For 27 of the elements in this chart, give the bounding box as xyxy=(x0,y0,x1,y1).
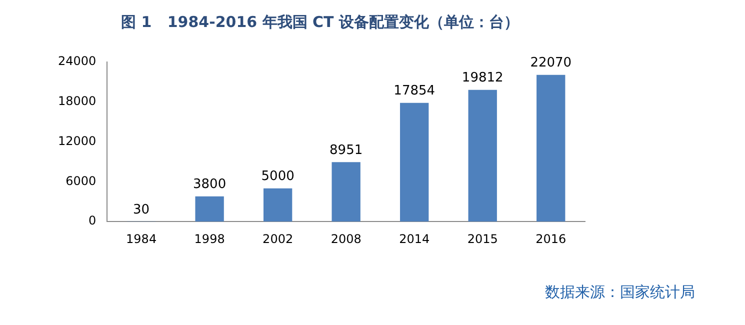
data-label: 30 xyxy=(133,202,150,218)
bar xyxy=(195,196,224,222)
x-tick-label: 2014 xyxy=(399,232,430,246)
x-tick-label: 2002 xyxy=(262,232,294,246)
bar xyxy=(332,162,360,222)
chart-title: 图 1 1984-2016 年我国 CT 设备配置变化（单位：台） xyxy=(121,12,519,31)
data-label: 22070 xyxy=(530,56,572,71)
y-tick-label: 12000 xyxy=(58,134,96,148)
x-tick-label: 2015 xyxy=(467,232,498,246)
y-tick-label: 24000 xyxy=(58,54,96,68)
x-tick-label: 2016 xyxy=(536,232,566,246)
x-tick-label: 1998 xyxy=(194,232,225,246)
x-tick-label: 2008 xyxy=(330,232,362,246)
source-note: 数据来源：国家统计局 xyxy=(545,282,695,301)
bar xyxy=(536,74,566,222)
bar xyxy=(400,102,429,222)
data-label: 17854 xyxy=(394,84,436,99)
y-tick-label: 0 xyxy=(88,214,96,228)
data-label: 8951 xyxy=(330,142,363,158)
data-label: 3800 xyxy=(193,177,226,192)
data-label: 5000 xyxy=(261,169,294,184)
y-tick-label: 18000 xyxy=(58,94,96,108)
bar xyxy=(468,90,497,222)
x-tick-label: 1984 xyxy=(126,232,157,246)
y-tick-label: 6000 xyxy=(66,174,96,188)
bar xyxy=(263,188,292,222)
data-label: 19812 xyxy=(462,70,504,86)
